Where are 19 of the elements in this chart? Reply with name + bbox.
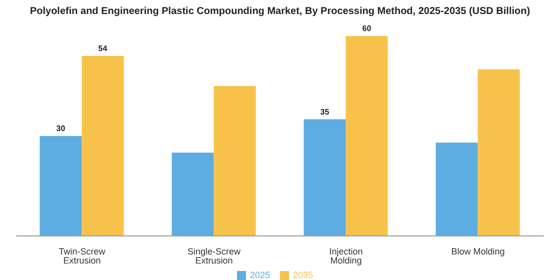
bar <box>346 36 388 236</box>
legend-label: 2025 <box>250 270 270 280</box>
bar <box>82 56 124 236</box>
bar <box>172 152 214 236</box>
data-label: 60 <box>362 24 372 33</box>
chart-title: Polyolefin and Engineering Plastic Compounding Market, By Processing Method, 2025-2035 (USD Billion) <box>28 5 532 19</box>
x-tick-label: Injection Molding <box>329 246 363 266</box>
bar <box>304 119 346 236</box>
data-label: 30 <box>56 124 66 133</box>
bar <box>478 69 520 236</box>
data-label: 35 <box>320 107 330 116</box>
bar <box>436 142 478 236</box>
x-tick-label: Single-Screw Extrusion <box>187 246 242 266</box>
legend-label: 2035 <box>293 270 314 280</box>
bar <box>214 86 256 236</box>
data-label: 54 <box>98 44 108 53</box>
bar <box>40 136 82 236</box>
x-tick-label: Blow Molding <box>451 246 505 256</box>
x-tick-label: Twin-Screw Extrusion <box>58 246 106 266</box>
